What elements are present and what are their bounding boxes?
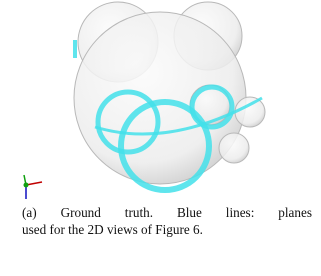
render-image: [0, 0, 321, 200]
caption-line: used for the 2D views of Figure 6.: [22, 221, 312, 238]
axis-triad: [24, 175, 43, 199]
caption: (a) Ground truth. Blue lines: planes use…: [22, 204, 312, 238]
caption-line: (a) Ground truth. Blue lines: planes: [22, 204, 312, 221]
page: {"figure": {"caption_lines": ["(a) Groun…: [0, 0, 321, 276]
spheres: [74, 2, 265, 184]
